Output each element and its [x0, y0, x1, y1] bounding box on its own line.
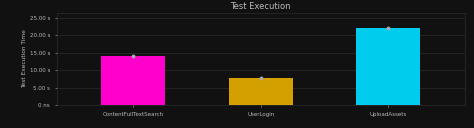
Bar	[101, 56, 165, 105]
Bar	[229, 78, 292, 105]
Bar	[356, 28, 420, 105]
Y-axis label: Test Execution Time: Test Execution Time	[22, 29, 27, 88]
Title: Test Execution: Test Execution	[230, 2, 291, 11]
